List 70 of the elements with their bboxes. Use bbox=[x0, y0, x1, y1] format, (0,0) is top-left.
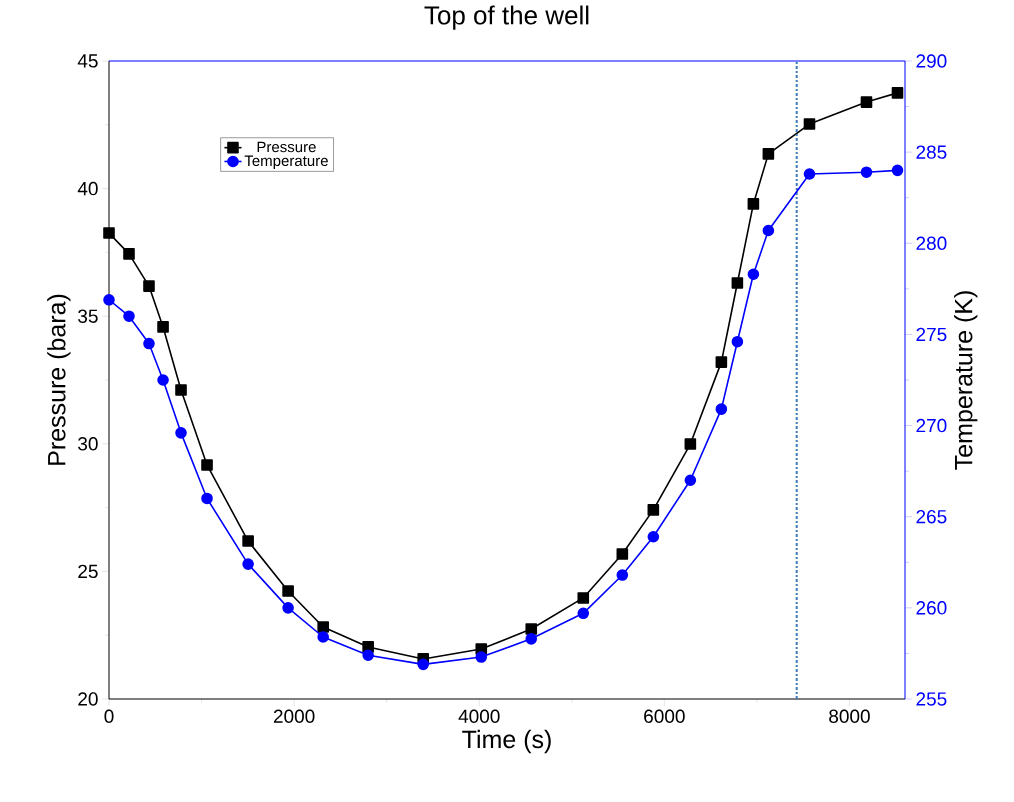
point bbox=[747, 268, 760, 281]
point bbox=[684, 474, 697, 487]
point bbox=[860, 166, 873, 178]
point bbox=[577, 592, 590, 604]
point bbox=[317, 621, 329, 633]
point bbox=[123, 310, 135, 322]
point bbox=[362, 649, 374, 662]
point bbox=[860, 96, 873, 108]
point bbox=[715, 403, 728, 415]
point bbox=[747, 198, 760, 210]
legend-label: Temperature bbox=[244, 155, 328, 169]
point bbox=[891, 87, 904, 99]
legend-label: Pressure bbox=[257, 141, 316, 153]
point bbox=[201, 492, 213, 505]
point bbox=[715, 356, 728, 368]
point bbox=[157, 321, 169, 333]
y2-tick-label: 275 bbox=[916, 327, 947, 342]
point bbox=[242, 535, 254, 547]
y-axis-title: Pressure (bara) bbox=[47, 294, 71, 465]
point bbox=[803, 118, 816, 130]
x-tick-label: 6000 bbox=[644, 709, 685, 723]
point bbox=[103, 293, 115, 306]
point bbox=[143, 337, 155, 350]
y-tick-label: 30 bbox=[78, 437, 98, 451]
x-tick-label: 8000 bbox=[829, 709, 870, 723]
point bbox=[475, 651, 488, 663]
y-tick-label: 25 bbox=[78, 564, 98, 579]
point bbox=[647, 504, 660, 516]
point bbox=[143, 280, 155, 292]
point bbox=[684, 438, 697, 450]
point bbox=[175, 427, 187, 439]
point bbox=[731, 335, 744, 348]
point bbox=[201, 459, 213, 471]
point bbox=[282, 602, 294, 614]
y2-tick-label: 280 bbox=[916, 236, 947, 250]
point bbox=[317, 631, 329, 643]
x-tick-label: 4000 bbox=[458, 709, 500, 723]
point bbox=[577, 607, 590, 620]
point bbox=[525, 633, 538, 645]
y-tick-label: 35 bbox=[78, 309, 98, 323]
point bbox=[647, 530, 660, 543]
point bbox=[616, 569, 629, 581]
point bbox=[525, 623, 538, 635]
y-tick-label: 20 bbox=[78, 692, 98, 706]
point bbox=[175, 384, 187, 396]
point bbox=[762, 148, 775, 160]
y2-tick-label: 270 bbox=[916, 418, 947, 433]
y2-tick-label: 260 bbox=[916, 601, 947, 615]
y-tick-label: 45 bbox=[77, 54, 98, 68]
x-tick-label: 0 bbox=[104, 709, 114, 723]
y-tick-label: 40 bbox=[77, 181, 98, 196]
point bbox=[762, 224, 775, 237]
x-axis-title: Time (s) bbox=[462, 729, 551, 754]
point bbox=[103, 227, 115, 239]
y2-tick-label: 265 bbox=[916, 509, 947, 524]
point bbox=[891, 164, 904, 177]
y2-tick-label: 290 bbox=[916, 54, 947, 68]
point bbox=[417, 658, 430, 671]
x-tick-label: 2000 bbox=[273, 709, 315, 723]
point bbox=[282, 585, 294, 597]
point bbox=[242, 558, 254, 570]
y2-tick-label: 285 bbox=[916, 145, 947, 159]
y2-axis-title: Temperature (K) bbox=[954, 291, 978, 470]
point bbox=[123, 248, 135, 260]
point bbox=[616, 548, 629, 560]
point bbox=[157, 374, 169, 386]
chart-title: Top of the well bbox=[424, 5, 589, 30]
point bbox=[731, 277, 744, 289]
y2-tick-label: 255 bbox=[916, 692, 947, 706]
point bbox=[803, 168, 816, 180]
